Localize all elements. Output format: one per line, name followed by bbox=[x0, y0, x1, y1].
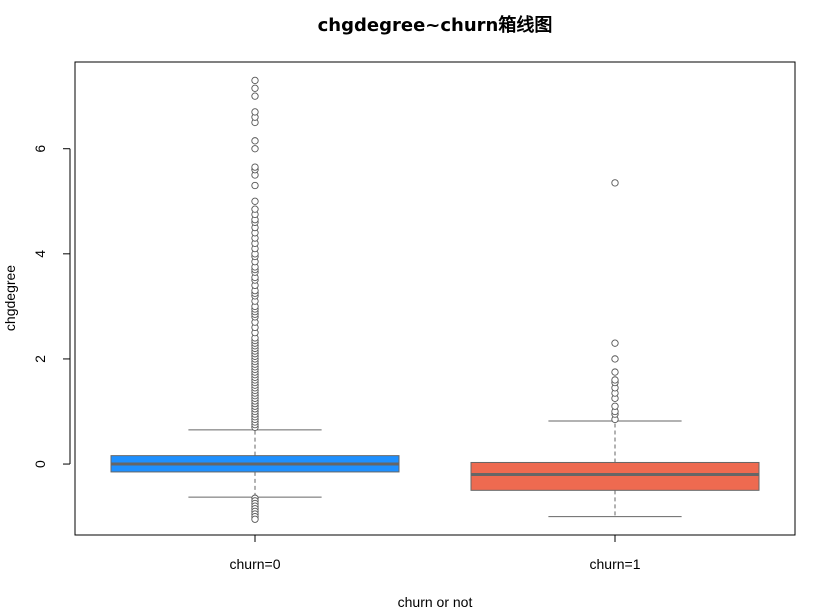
chart-title: chgdegree~churn箱线图 bbox=[318, 14, 553, 36]
y-tick-label: 0 bbox=[32, 460, 48, 468]
box-iqr bbox=[470, 461, 760, 491]
outlier-point bbox=[251, 92, 259, 100]
outlier-point bbox=[251, 145, 259, 153]
y-axis: 0 2 4 6 bbox=[32, 145, 71, 468]
x-tick-label: churn=1 bbox=[590, 556, 641, 572]
box-churn-1 bbox=[470, 179, 760, 518]
x-axis: churn=0 churn=1 bbox=[230, 534, 641, 572]
boxes-group bbox=[110, 76, 760, 523]
outlier-point bbox=[611, 368, 619, 376]
outlier-point bbox=[611, 355, 619, 363]
outlier-point bbox=[251, 137, 259, 145]
outlier-point bbox=[251, 76, 259, 85]
y-tick-label: 2 bbox=[32, 355, 48, 363]
outlier-point bbox=[251, 197, 259, 205]
y-tick-label: 4 bbox=[32, 250, 48, 258]
box-churn-0 bbox=[110, 76, 400, 523]
outlier-point bbox=[251, 108, 259, 116]
outlier-point bbox=[251, 181, 259, 190]
outlier-point bbox=[611, 179, 619, 187]
y-axis-label: chgdegree bbox=[2, 265, 18, 331]
outlier-point bbox=[251, 163, 259, 171]
outlier-point bbox=[611, 402, 619, 410]
x-tick-label: churn=0 bbox=[230, 556, 281, 572]
x-axis-label: churn or not bbox=[398, 594, 473, 610]
y-tick-label: 6 bbox=[32, 145, 48, 153]
outlier-point bbox=[611, 339, 619, 347]
outlier-point bbox=[611, 376, 619, 384]
outlier-point bbox=[251, 84, 259, 92]
outlier-point bbox=[251, 515, 259, 523]
outlier-point bbox=[251, 205, 259, 213]
